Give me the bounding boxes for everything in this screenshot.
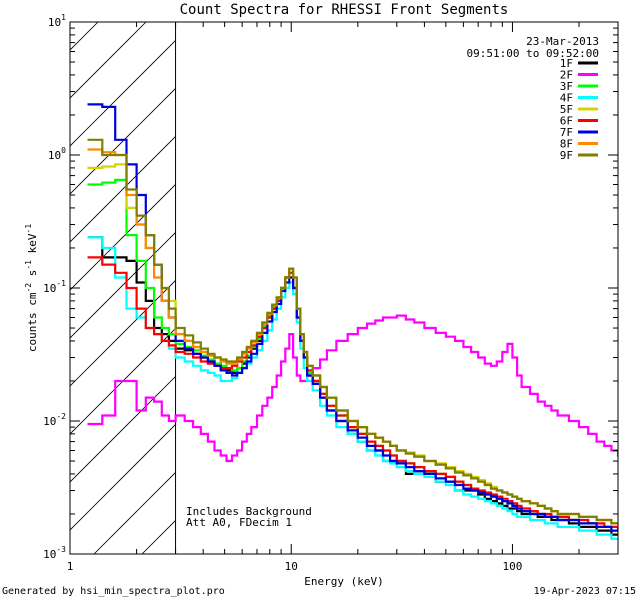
- hatch-line: [70, 231, 176, 339]
- y-tick-label: 10-1: [43, 279, 66, 295]
- x-axis-label: Energy (keV): [304, 575, 383, 588]
- y-label-exp: -1: [24, 260, 33, 270]
- legend-label-6F: 6F: [560, 115, 573, 128]
- y-tick-label: 101: [48, 13, 66, 29]
- x-tick-label: 1: [67, 560, 74, 573]
- x-tick-label: 10: [285, 560, 298, 573]
- series-3F-line: [87, 178, 618, 532]
- legend-label-7F: 7F: [560, 126, 573, 139]
- hatch-line: [70, 375, 176, 483]
- series-4F-line: [87, 236, 618, 540]
- hatch-line: [0, 22, 2, 554]
- legend-label-5F: 5F: [560, 103, 573, 116]
- hatch-line: [93, 471, 176, 554]
- y-label-part: keV: [26, 233, 39, 260]
- legend-label-2F: 2F: [560, 69, 573, 82]
- y-tick-label: 10-2: [43, 412, 66, 428]
- hatch-line: [70, 423, 176, 531]
- annotation-background: Includes Background: [186, 505, 312, 518]
- hatched-region: [0, 22, 176, 554]
- annotation-attenuator: Att A0, FDecim 1: [186, 516, 292, 529]
- series-lines: [87, 103, 618, 540]
- legend-label-8F: 8F: [560, 138, 573, 151]
- hatch-line: [70, 279, 176, 387]
- series-1F-line: [87, 236, 618, 536]
- series-9F-line: [87, 138, 618, 525]
- legend-label-1F: 1F: [560, 57, 573, 70]
- legend-label-4F: 4F: [560, 92, 573, 105]
- chart-title: Count Spectra for RHESSI Front Segments: [180, 2, 509, 18]
- footer-generator: Generated by hsi_min_spectra_plot.pro: [2, 586, 225, 597]
- footer-timestamp: 19-Apr-2023 07:15: [534, 586, 636, 597]
- date-label: 23-Mar-2013: [526, 35, 599, 48]
- y-label-exp: -1: [24, 224, 33, 234]
- legend-label-3F: 3F: [560, 80, 573, 93]
- y-label-exp: -2: [24, 283, 33, 293]
- y-axis-label: counts cm-2 s-1 keV-1: [24, 224, 39, 352]
- series-7F-line: [87, 103, 618, 532]
- y-label-part: counts cm: [26, 292, 39, 352]
- series-2F-line: [87, 314, 618, 463]
- y-tick-label: 10-3: [43, 545, 66, 561]
- hatch-line: [70, 87, 176, 195]
- time-range-label: 09:51:00 to 09:52:00: [467, 47, 599, 60]
- hatch-line: [70, 39, 176, 147]
- y-label-part: s: [26, 270, 39, 283]
- y-tick-label: 100: [48, 146, 66, 162]
- axis-ticks: 1 10 100 101 100 10-1 10-2 10-3: [43, 13, 619, 573]
- x-tick-label: 100: [503, 560, 523, 573]
- legend-label-9F: 9F: [560, 149, 573, 162]
